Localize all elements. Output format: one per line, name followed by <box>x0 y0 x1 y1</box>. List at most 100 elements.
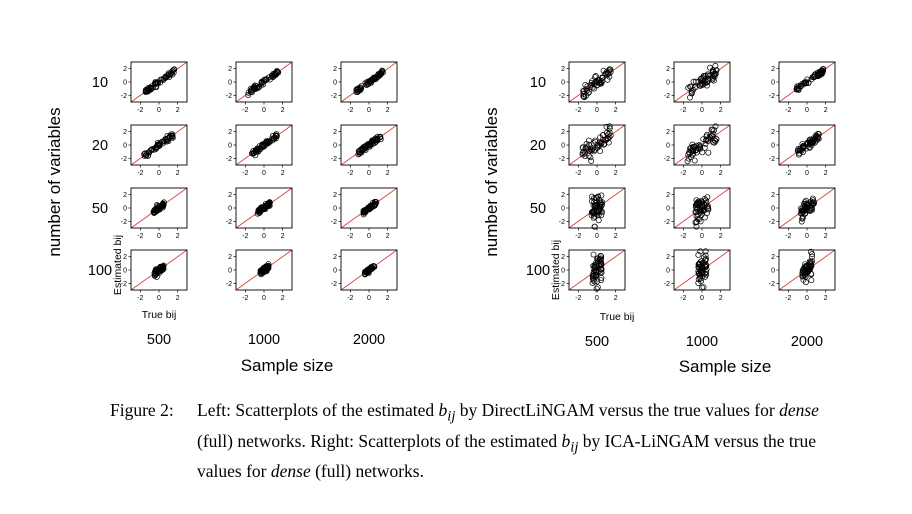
data-point <box>685 84 692 91</box>
data-point <box>685 151 692 158</box>
data-point <box>593 285 600 292</box>
data-point <box>370 262 377 269</box>
y-tick-label: 0 <box>561 143 565 150</box>
y-tick-label: 2 <box>123 254 127 261</box>
data-point <box>605 139 612 146</box>
x-tick-label: 2 <box>719 233 723 240</box>
data-point <box>589 145 596 152</box>
data-point <box>589 209 596 216</box>
data-point <box>586 141 593 148</box>
data-point <box>801 272 808 279</box>
y-tick-label: 2 <box>771 254 775 261</box>
data-point <box>814 134 821 141</box>
data-point <box>264 140 271 147</box>
y-tick-label: 2 <box>123 66 127 73</box>
data-point <box>597 148 603 155</box>
x-tick-label: 2 <box>719 170 723 177</box>
y-tick-label: 2 <box>123 129 127 136</box>
y-tick-label: 2 <box>771 66 775 73</box>
row-label-50: 50 <box>530 201 546 217</box>
y-tick-label: 0 <box>333 268 337 275</box>
data-point <box>589 279 596 286</box>
data-point <box>700 254 707 261</box>
data-point <box>356 87 363 94</box>
x-tick-label: -2 <box>575 170 581 177</box>
data-point <box>690 87 697 93</box>
data-point <box>370 199 377 206</box>
x-tick-label: 2 <box>281 295 285 302</box>
scatter-cell-r3-c0: -2 -2 0 0 2 2 <box>121 249 188 302</box>
data-point <box>590 251 597 258</box>
x-tick-label: -2 <box>347 295 353 302</box>
x-tick-label: 0 <box>595 107 599 114</box>
data-point <box>365 270 372 277</box>
scatter-cell-r3-c0: -2 -2 0 0 2 2 <box>559 249 626 302</box>
y-tick-label: -2 <box>559 281 565 288</box>
inner-y-label: Estimated bij <box>550 240 562 300</box>
data-point <box>710 69 717 75</box>
data-point <box>366 141 373 148</box>
row-label-50: 50 <box>92 201 108 217</box>
x-tick-label: 0 <box>157 233 161 240</box>
row-label-20: 20 <box>92 138 108 154</box>
data-point <box>266 199 273 206</box>
data-point <box>713 136 720 143</box>
data-point <box>809 137 816 143</box>
x-tick-label: 2 <box>386 295 390 302</box>
data-point <box>599 136 606 143</box>
data-point <box>171 66 178 73</box>
data-point <box>809 253 816 260</box>
y-tick-label: -2 <box>226 93 232 100</box>
data-point <box>154 142 161 149</box>
caption-text-3: (full) networks. Right: Scatterplots of … <box>197 430 562 451</box>
data-point <box>697 82 704 89</box>
y-tick-label: 2 <box>666 129 670 136</box>
y-tick-label: 0 <box>666 206 670 213</box>
data-point <box>702 261 709 268</box>
data-point <box>372 199 379 206</box>
data-point <box>809 258 816 265</box>
data-point <box>606 125 613 132</box>
x-axis-title: Sample size <box>241 356 334 375</box>
col-label-1000: 1000 <box>248 332 280 348</box>
data-point <box>263 265 270 272</box>
data-point <box>145 149 152 156</box>
y-tick-label: 0 <box>333 143 337 150</box>
row-label-10: 10 <box>92 75 108 91</box>
data-point <box>364 205 371 211</box>
data-point <box>259 205 266 211</box>
data-point <box>684 158 691 165</box>
data-point <box>700 72 707 79</box>
data-point <box>585 137 592 144</box>
scatter-cell-r2-c2: -2 -2 0 0 2 2 <box>331 187 398 240</box>
y-tick-label: -2 <box>121 93 127 100</box>
caption-text-1: Left: Scatterplots of the estimated <box>197 400 439 420</box>
data-point <box>690 148 697 155</box>
scatter-cell-r1-c2: -2 -2 0 0 2 2 <box>331 124 398 177</box>
y-tick-label: 2 <box>333 192 337 199</box>
data-point <box>697 259 703 266</box>
x-tick-label: -2 <box>785 107 791 114</box>
data-point <box>688 144 695 151</box>
data-point <box>256 83 263 90</box>
y-tick-label: -2 <box>559 93 565 100</box>
data-point <box>372 74 379 81</box>
data-point <box>142 87 149 93</box>
data-point <box>263 139 270 146</box>
data-point <box>598 255 605 262</box>
y-tick-label: 2 <box>228 66 232 73</box>
data-point <box>690 78 697 85</box>
x-tick-label: -2 <box>680 107 686 114</box>
y-tick-label: -2 <box>226 156 232 163</box>
data-point <box>581 94 588 101</box>
data-point <box>808 277 815 284</box>
x-tick-label: 0 <box>700 295 704 302</box>
y-tick-label: 2 <box>561 66 565 73</box>
data-point <box>252 84 259 91</box>
data-point <box>687 83 694 90</box>
y-tick-label: 0 <box>123 143 127 150</box>
x-tick-label: 0 <box>157 170 161 177</box>
caption-text-6: (full) networks. <box>310 461 424 481</box>
data-point <box>713 67 720 74</box>
